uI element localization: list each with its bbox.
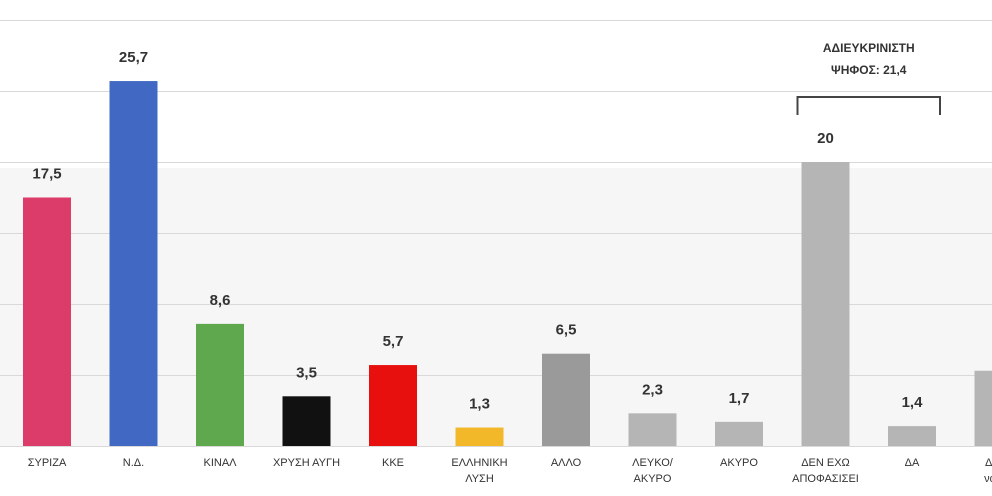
bar: [542, 353, 590, 446]
bar-value-label: 1,3: [469, 396, 490, 413]
category-label: ΚΙΝΑΛ: [203, 457, 237, 469]
bar-value-label: 25,7: [119, 49, 148, 66]
bar: [109, 81, 158, 446]
bar: [715, 421, 763, 446]
bar-value-label: 2,3: [642, 381, 663, 398]
bar: [282, 396, 331, 446]
bar: [974, 370, 992, 446]
bar-value-label: 3,5: [296, 364, 317, 381]
category-label: ΚΚΕ: [382, 457, 404, 469]
category-label: Δεν θ: [985, 457, 992, 469]
category-label: να ψη: [984, 473, 992, 485]
bar-value-label: 1,7: [729, 390, 750, 407]
annotation-text: ΑΔΙΕΥΚΡΙΝΙΣΤΗ: [823, 41, 915, 55]
category-label: ΛΥΣΗ: [465, 473, 494, 485]
category-label: ΣΥΡΙΖΑ: [28, 457, 67, 469]
category-label: ΑΛΛΟ: [551, 457, 582, 469]
bar-value-label: 20: [817, 130, 834, 147]
category-label: ΕΛΛΗΝΙΚΗ: [451, 457, 507, 469]
category-label: ΧΡΥΣΗ ΑΥΓΗ: [273, 457, 340, 469]
category-label: Ν.Δ.: [123, 457, 144, 469]
annotation-bracket: ΑΔΙΕΥΚΡΙΝΙΣΤΗ ΨΗΦΟΣ: 21,4: [796, 41, 941, 115]
bar: [369, 365, 417, 446]
annotation-text: ΨΗΦΟΣ: 21,4: [831, 63, 907, 77]
bar: [196, 323, 244, 446]
bar-value-label: 1,4: [902, 394, 924, 411]
category-label: ΔΕΝ ΕΧΩ: [801, 457, 850, 469]
bar-value-label: 17,5: [32, 166, 61, 183]
bar: [888, 426, 936, 446]
bar-value-label: 8,6: [210, 292, 231, 309]
category-label: ΑΚΥΡΟ: [720, 457, 758, 469]
category-label: ΔΑ: [905, 457, 920, 469]
bar-value-label: 5,7: [383, 333, 404, 350]
category-label: ΑΠΟΦΑΣΙΣΕΙ: [792, 473, 859, 485]
bar: [455, 427, 504, 446]
bar: [628, 413, 677, 446]
bracket-line: [796, 96, 941, 115]
category-labels: ΣΥΡΙΖΑ Ν.Δ. ΚΙΝΑΛ ΧΡΥΣΗ ΑΥΓΗ ΚΚΕ ΕΛΛΗΝΙΚΗ ΛΥΣΗ…: [28, 457, 992, 485]
bar: [801, 162, 850, 446]
bar: [23, 197, 71, 446]
bars: [23, 81, 992, 446]
gridlines: [0, 20, 992, 447]
bar-value-label: 6,5: [556, 322, 577, 339]
category-label: ΛΕΥΚΟ/: [632, 457, 674, 469]
category-label: ΑΚΥΡΟ: [634, 473, 672, 485]
